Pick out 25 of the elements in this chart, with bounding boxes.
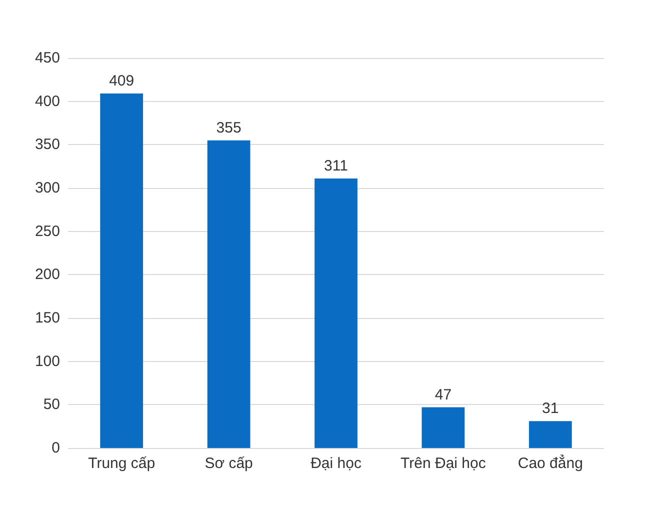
- bar: [314, 178, 358, 448]
- data-label: 47: [434, 386, 452, 404]
- bar: [207, 140, 250, 448]
- y-tick-label: 450: [34, 50, 60, 66]
- y-tick-label: 50: [43, 396, 60, 414]
- x-tick-label: Trên Đại học: [400, 455, 486, 472]
- y-tick-label: 0: [52, 440, 60, 456]
- y-tick-label: 400: [34, 92, 60, 110]
- x-tick-label: Trung cấp: [88, 455, 156, 472]
- y-tick-label: 350: [34, 136, 60, 154]
- bar: [528, 421, 572, 448]
- data-label: 409: [109, 72, 134, 90]
- y-tick-label: 150: [34, 310, 60, 326]
- data-label: 355: [216, 119, 242, 136]
- y-tick-label: 100: [34, 352, 60, 370]
- y-tick-label: 300: [34, 180, 60, 196]
- y-tick-label: 250: [34, 222, 60, 240]
- bar: [100, 94, 144, 448]
- data-label: 31: [542, 400, 559, 418]
- y-tick-label: 200: [34, 266, 60, 284]
- bar: [422, 407, 465, 448]
- x-tick-label: Sơ cấp: [204, 455, 253, 472]
- x-tick-label: Đại học: [310, 455, 362, 472]
- x-tick-label: Cao đẳng: [518, 454, 583, 472]
- data-label: 311: [324, 157, 348, 174]
